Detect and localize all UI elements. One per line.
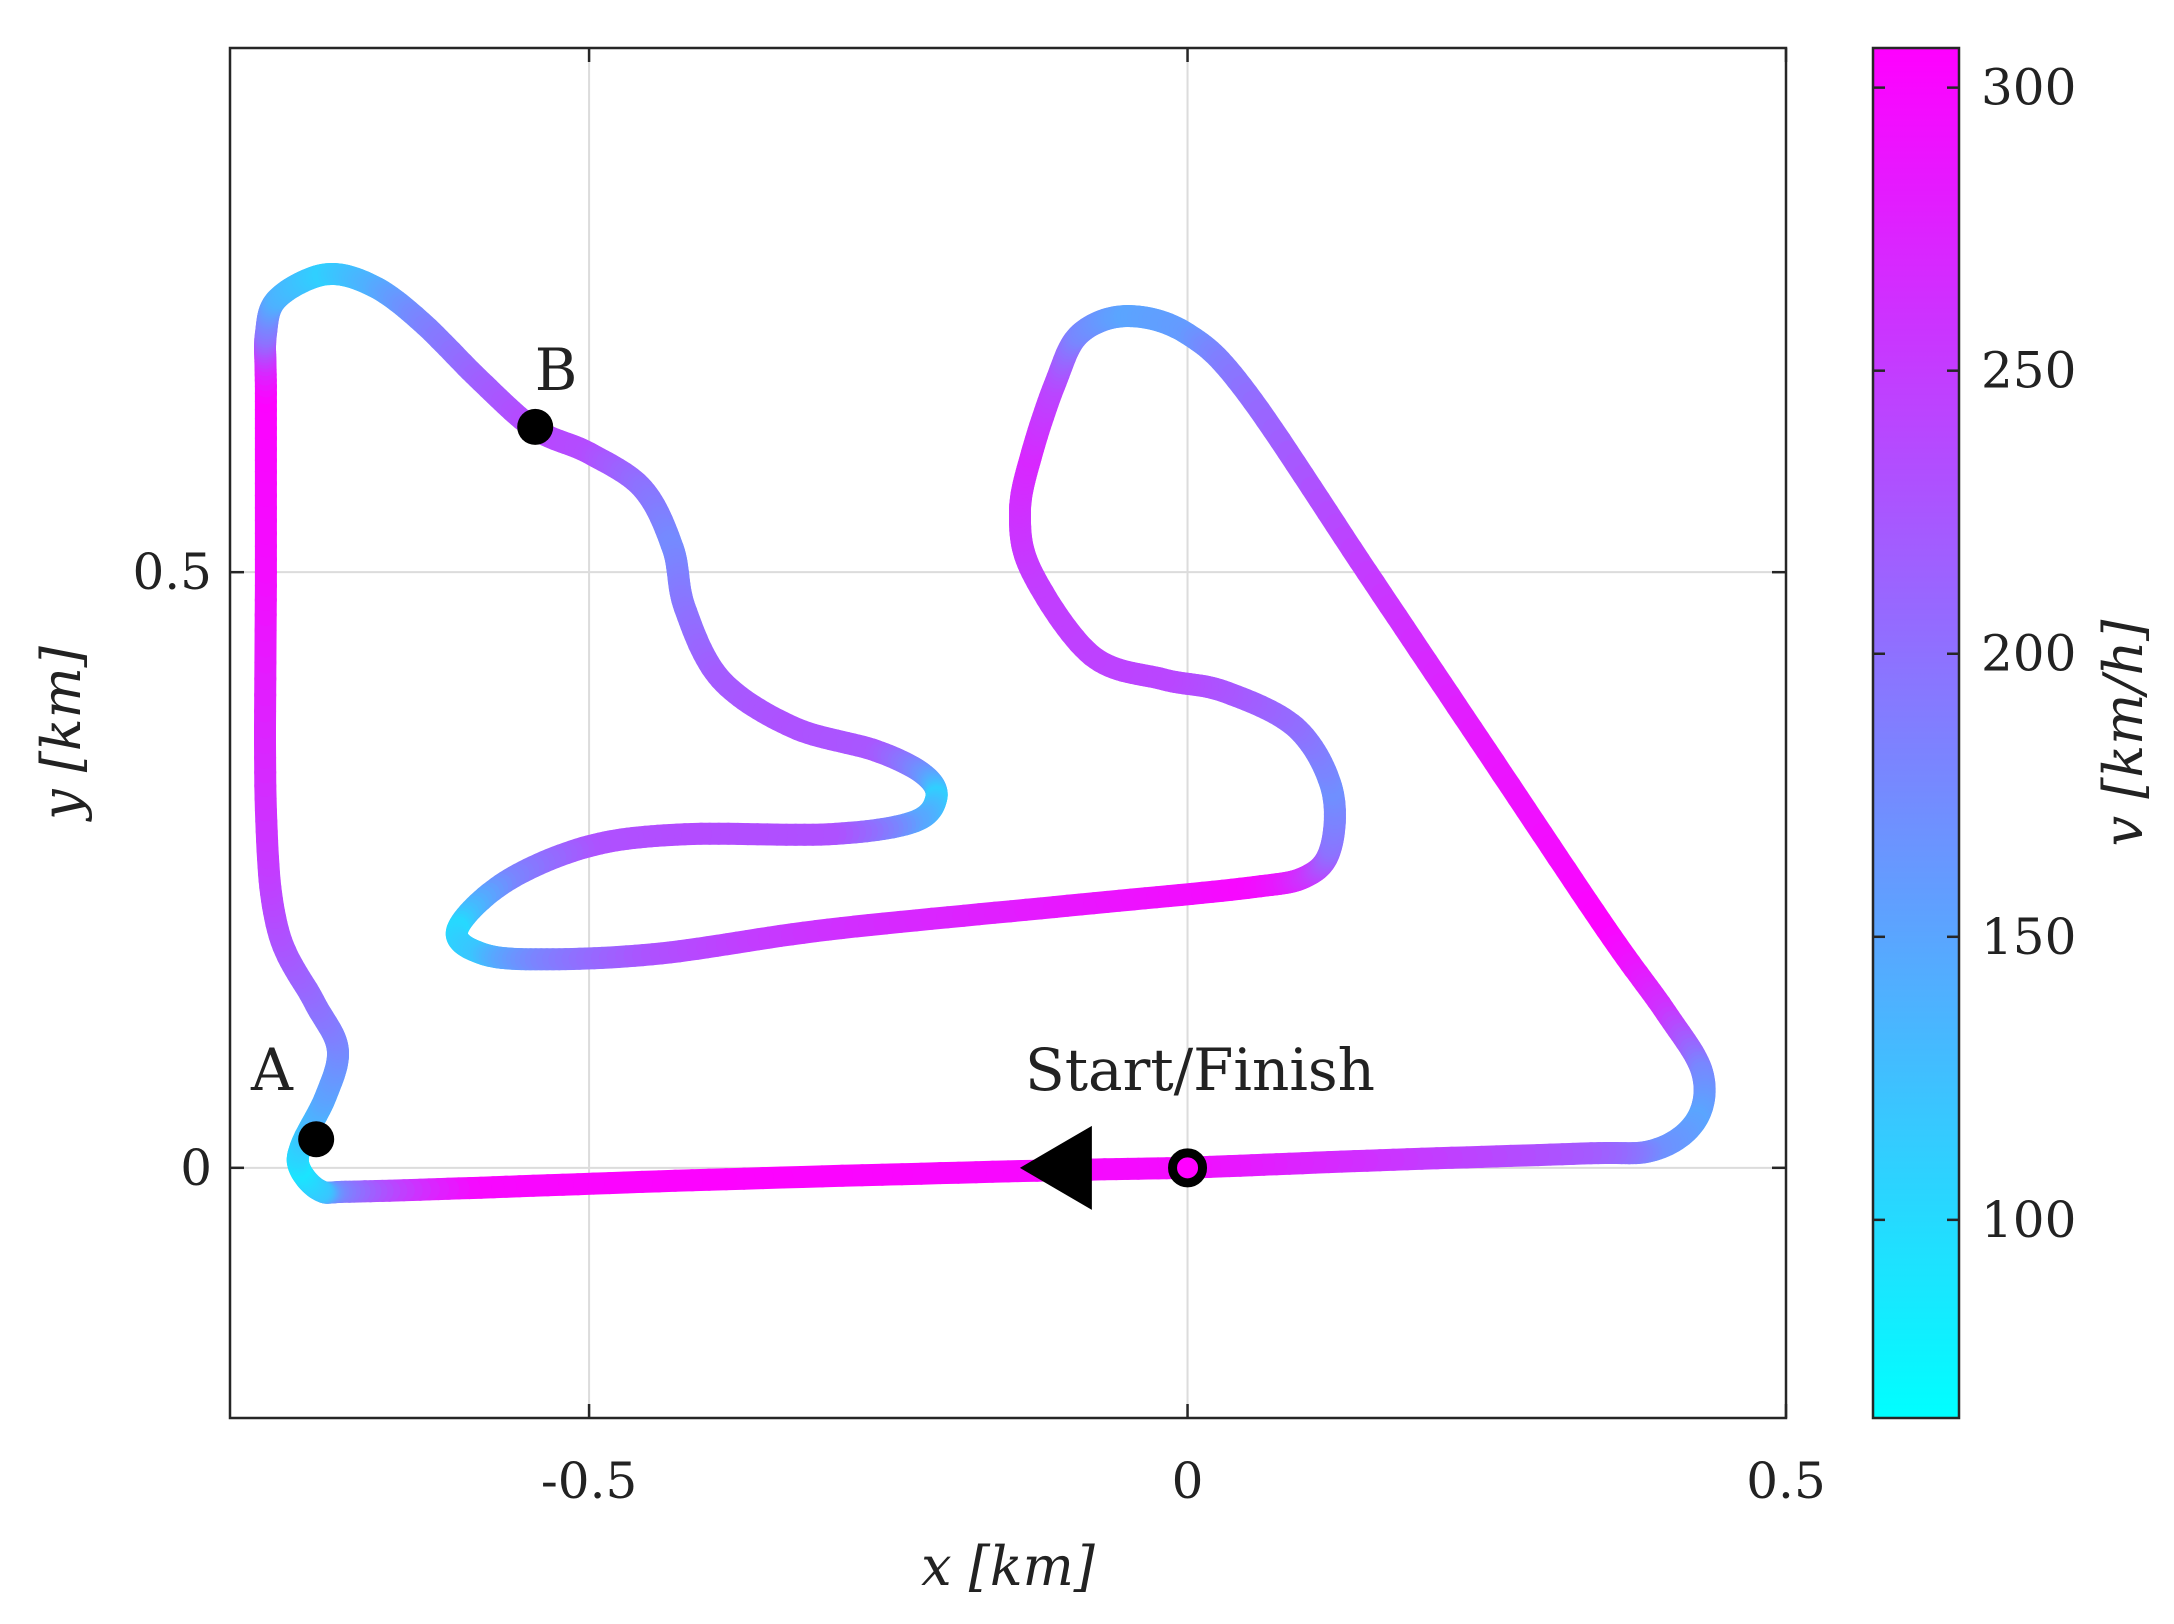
- x-tick-label: -0.5: [541, 1452, 637, 1510]
- colorbar-tick-label: 150: [1981, 908, 2076, 966]
- direction-arrow: [1019, 1125, 1092, 1210]
- colorbar-tick-label: 200: [1981, 625, 2076, 683]
- start-finish-label: Start/Finish: [1025, 1036, 1375, 1104]
- start-finish-marker: [1168, 1148, 1208, 1188]
- marker-label-b: B: [535, 336, 578, 404]
- colorbar-tick-label: 100: [1981, 1191, 2076, 1249]
- plot-background: [230, 48, 1786, 1418]
- y-axis-label: y [km]: [30, 645, 93, 822]
- track-line: [254, 263, 1716, 1204]
- y-tick-label: 0.5: [132, 543, 212, 601]
- x-tick-label: 0.5: [1746, 1452, 1826, 1510]
- track-markers: [298, 408, 1208, 1210]
- colorbar-tick-label: 300: [1981, 59, 2076, 117]
- marker-point-b: [517, 408, 554, 445]
- marker-label-a: A: [250, 1036, 294, 1104]
- plot-frame: [228, 46, 1788, 1420]
- colorbar-label: v [km/h]: [2092, 619, 2155, 847]
- colorbar: [1871, 46, 1961, 1420]
- marker-point-a: [298, 1121, 335, 1158]
- axis-ticks: -0.5 0 0.5 0 0.5: [132, 48, 1826, 1510]
- y-tick-label: 0: [180, 1139, 212, 1197]
- x-axis-label: x [km]: [921, 1535, 1096, 1598]
- x-tick-label: 0: [1172, 1452, 1204, 1510]
- colorbar-tick-label: 250: [1981, 342, 2076, 400]
- colorbar-ticks: 100 150 200 250 300: [1873, 59, 2076, 1249]
